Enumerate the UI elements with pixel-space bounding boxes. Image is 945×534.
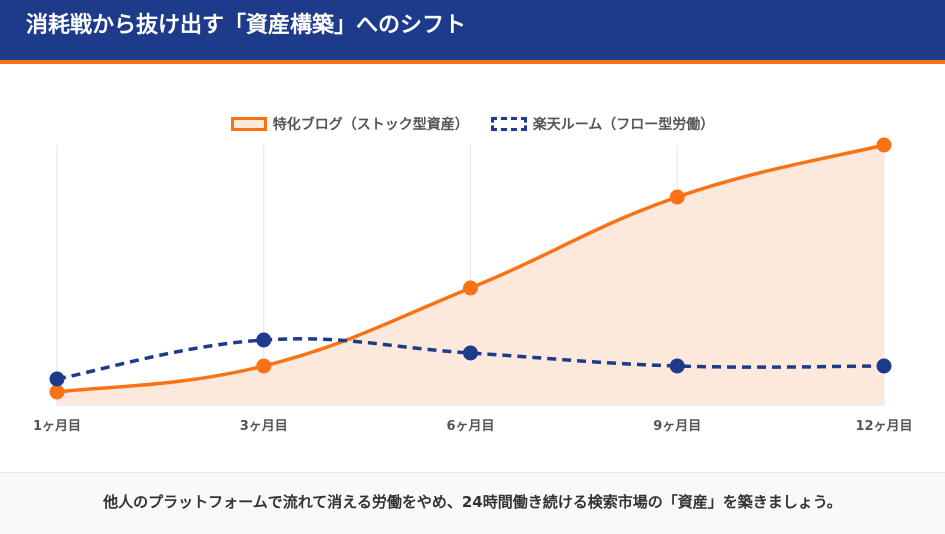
legend-item-flow[interactable]: 楽天ルーム（フロー型労働）: [490, 114, 715, 134]
data-point[interactable]: [49, 371, 65, 387]
data-point[interactable]: [669, 189, 685, 205]
legend-label: 特化ブログ（ストック型資産）: [272, 117, 469, 133]
legend-label: 楽天ルーム（フロー型労働）: [532, 117, 715, 133]
data-point[interactable]: [463, 345, 478, 361]
data-point[interactable]: [463, 280, 478, 296]
data-point[interactable]: [49, 384, 65, 400]
legend-item-stock[interactable]: 特化ブログ（ストック型資産）: [230, 114, 469, 134]
page-title: 消耗戦から抜け出す「資産構築」へのシフト: [26, 13, 467, 38]
header: 消耗戦から抜け出す「資産構築」へのシフト: [0, 0, 945, 64]
x-tick-label: 12ヶ月目: [855, 419, 912, 434]
chart-legend: 特化ブログ（ストック型資産） 楽天ルーム（フロー型労働）: [0, 114, 945, 134]
x-tick-label: 6ヶ月目: [446, 419, 494, 434]
legend-swatch-blue: [490, 117, 527, 131]
footer-message: 他人のプラットフォームで流れて消える労働をやめ、24時間働き続ける検索市場の「資…: [0, 472, 945, 534]
x-tick-label: 1ヶ月目: [33, 419, 81, 434]
data-point[interactable]: [669, 358, 685, 374]
x-tick-label: 9ヶ月目: [653, 419, 701, 434]
line-chart: 1ヶ月目 3ヶ月目 6ヶ月目 9ヶ月目 12ヶ月目: [33, 137, 913, 434]
x-tick-label: 3ヶ月目: [240, 419, 288, 434]
legend-swatch-orange: [230, 117, 267, 131]
data-point[interactable]: [256, 332, 272, 348]
series-area: [57, 145, 884, 405]
data-point[interactable]: [256, 358, 272, 374]
data-point[interactable]: [876, 137, 892, 153]
data-point[interactable]: [876, 358, 892, 374]
